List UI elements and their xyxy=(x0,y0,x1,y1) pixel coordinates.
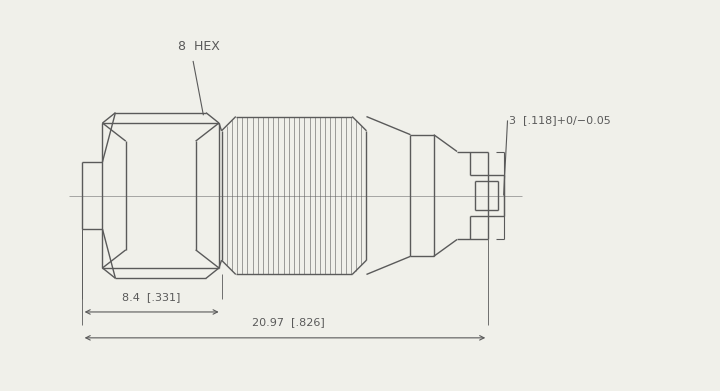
Text: 8.4  [.331]: 8.4 [.331] xyxy=(122,292,181,301)
Text: 3  [.118]+0/−0.05: 3 [.118]+0/−0.05 xyxy=(509,115,611,126)
Text: 20.97  [.826]: 20.97 [.826] xyxy=(253,317,325,328)
Text: 8  HEX: 8 HEX xyxy=(178,40,220,53)
